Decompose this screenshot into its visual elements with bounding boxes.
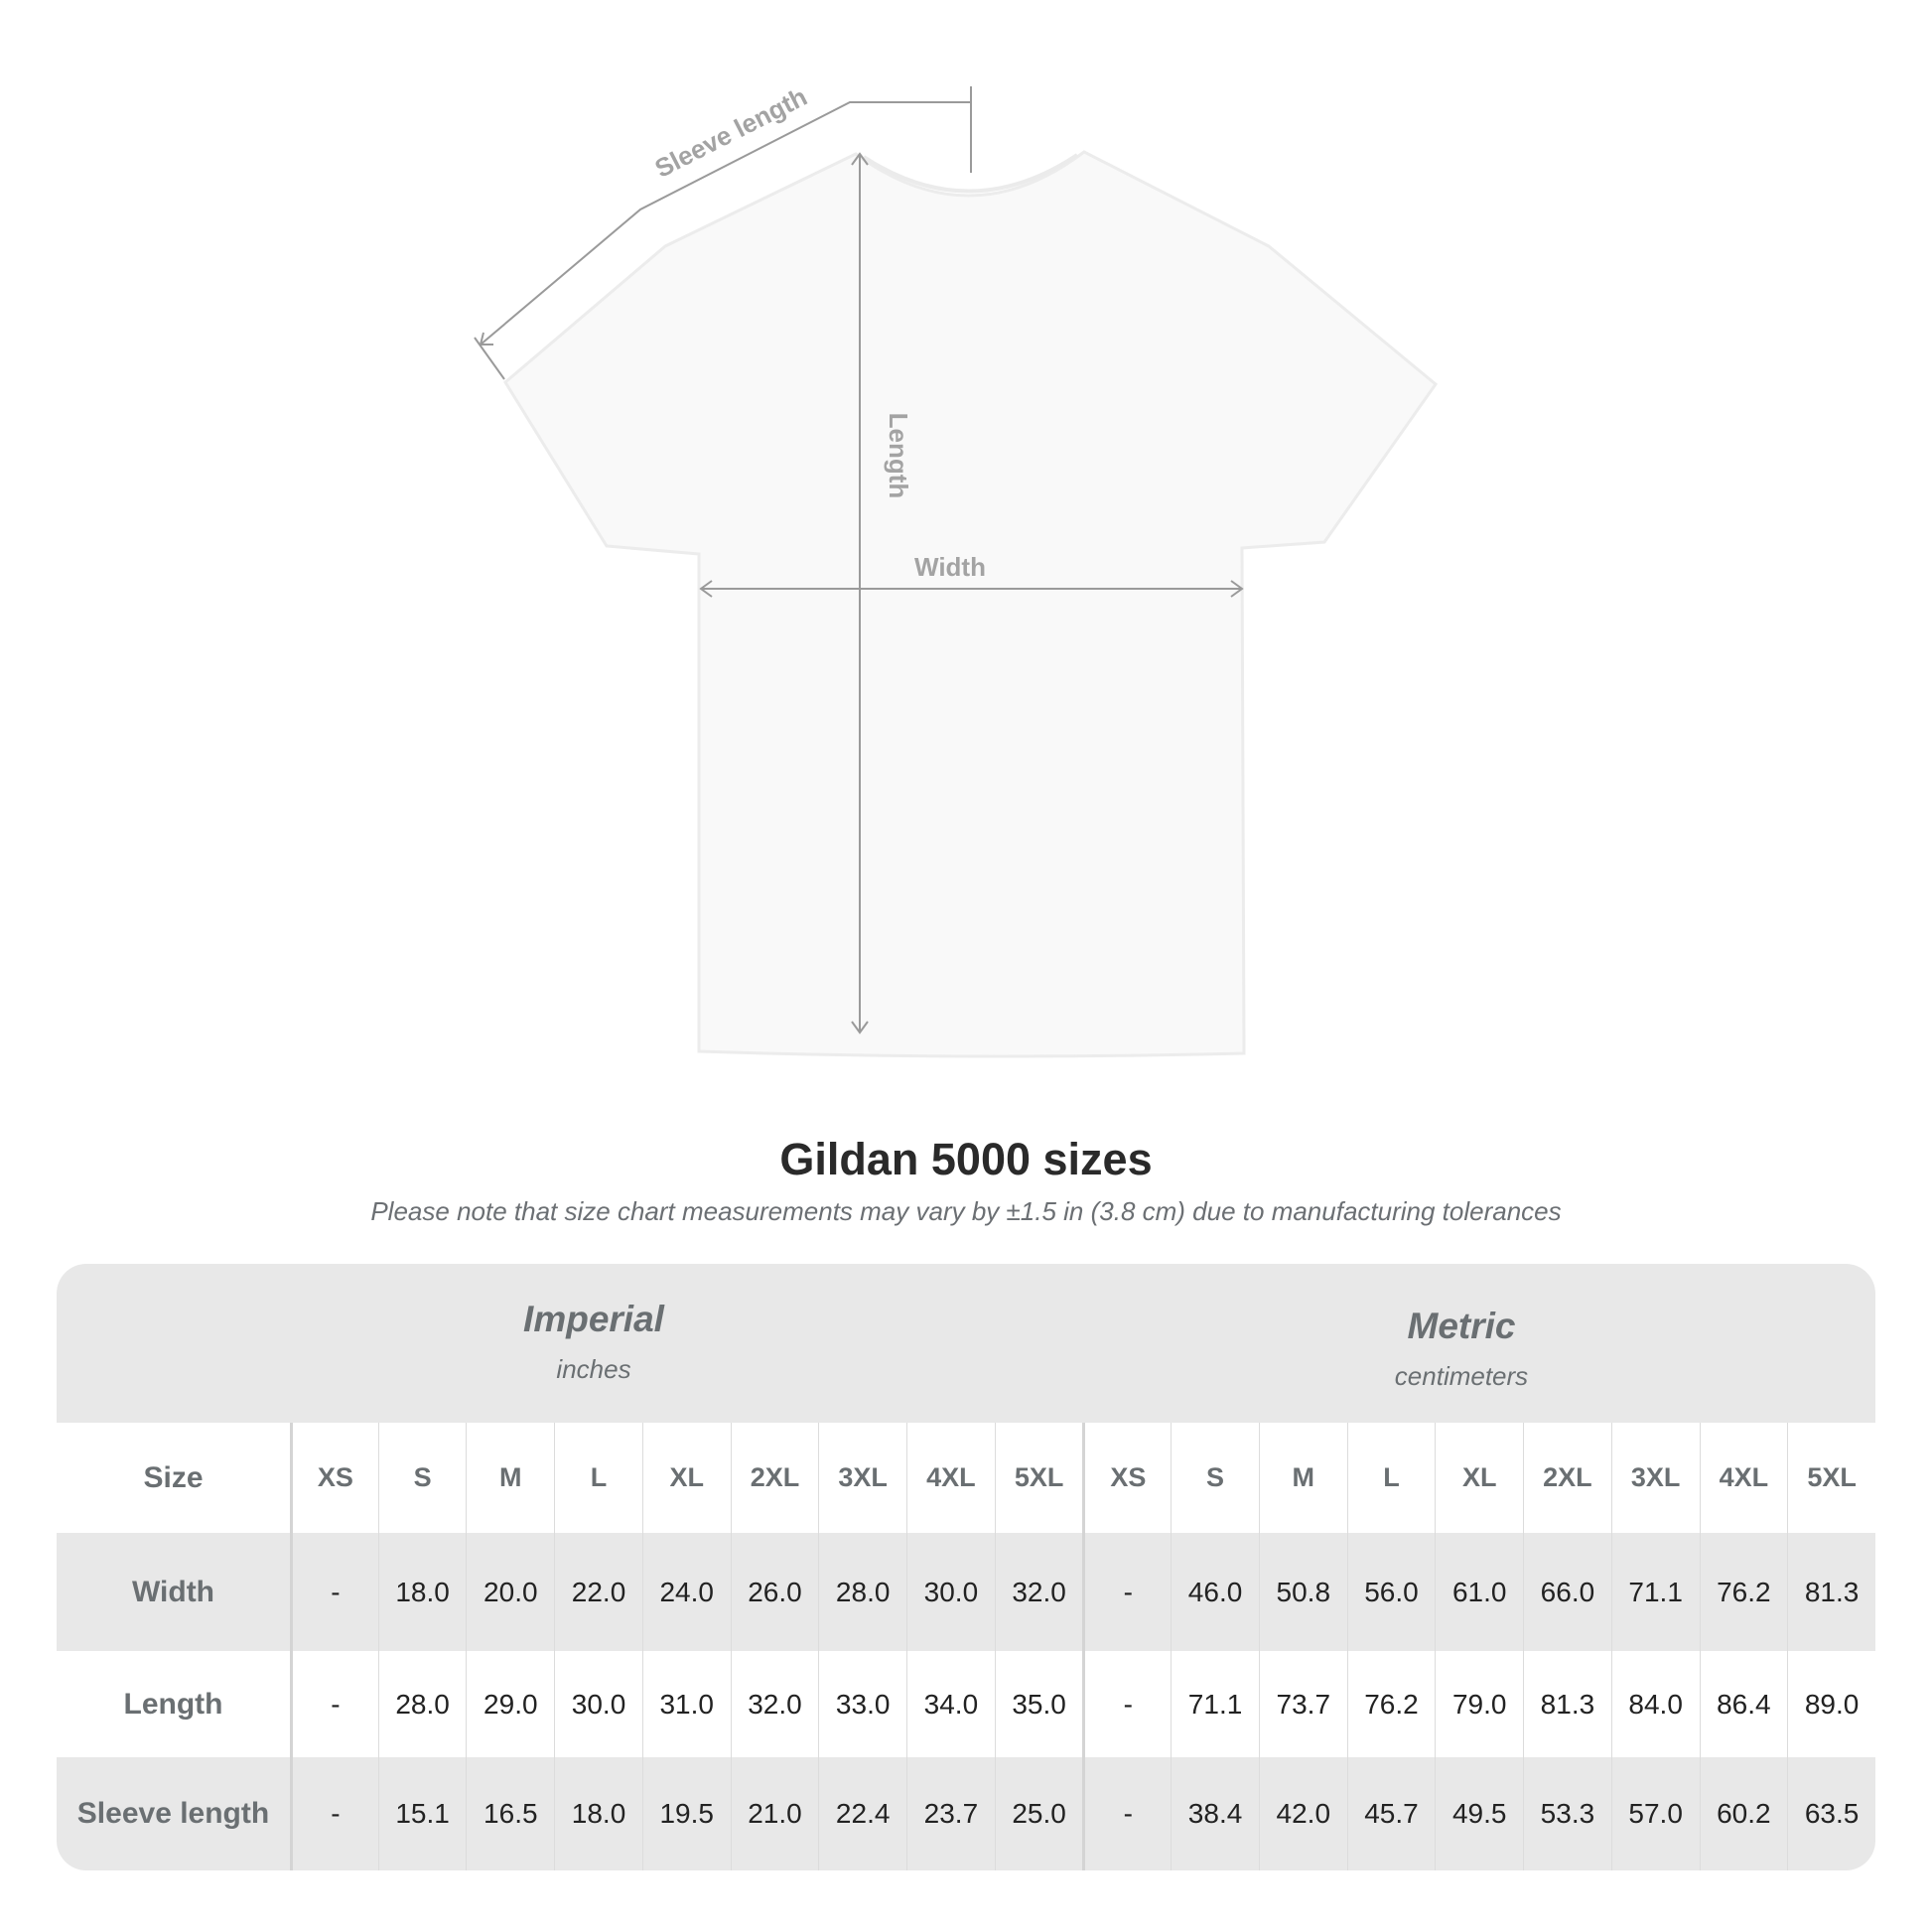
value-cell: - bbox=[290, 1533, 378, 1651]
metric-header: Metric centimeters bbox=[1114, 1306, 1809, 1392]
value-cell: 76.2 bbox=[1346, 1651, 1436, 1757]
value-cell: 84.0 bbox=[1610, 1651, 1700, 1757]
imperial-unit: inches bbox=[556, 1354, 631, 1384]
value-cell: 45.7 bbox=[1346, 1757, 1436, 1870]
value-cell: 50.8 bbox=[1258, 1533, 1347, 1651]
size-header-metric-m: M bbox=[1258, 1423, 1347, 1533]
size-header-metric-5xl: 5XL bbox=[1787, 1423, 1875, 1533]
value-cell: 49.5 bbox=[1435, 1757, 1523, 1870]
sleeve-length-label: Sleeve length bbox=[650, 81, 812, 184]
value-cell: 33.0 bbox=[818, 1651, 906, 1757]
table-row: Width -18.0 20.0 22.0 24.0 26.0 28.0 30.0 32.0-4… bbox=[57, 1533, 1875, 1651]
value-cell: 57.0 bbox=[1610, 1757, 1700, 1870]
size-header-imperial-2xl: 2XL bbox=[730, 1423, 819, 1533]
value-cell: 28.0 bbox=[818, 1533, 906, 1651]
value-cell: 38.4 bbox=[1171, 1757, 1259, 1870]
sleeve-length-line bbox=[480, 101, 971, 345]
value-cell: 73.7 bbox=[1258, 1651, 1347, 1757]
value-cell: 71.1 bbox=[1171, 1651, 1259, 1757]
chart-title: Gildan 5000 sizes bbox=[779, 1134, 1153, 1184]
value-cell: 24.0 bbox=[641, 1533, 731, 1651]
value-cell: 30.0 bbox=[906, 1533, 995, 1651]
size-header-imperial-m: M bbox=[466, 1423, 554, 1533]
value-cell: 42.0 bbox=[1258, 1757, 1347, 1870]
value-cell: 79.0 bbox=[1435, 1651, 1523, 1757]
tshirt-diagram: Sleeve length Length Width bbox=[474, 81, 1439, 1058]
value-cell: 15.1 bbox=[377, 1757, 467, 1870]
metric-title: Metric bbox=[1407, 1306, 1516, 1346]
metric-unit: centimeters bbox=[1394, 1361, 1529, 1391]
value-cell: 53.3 bbox=[1523, 1757, 1611, 1870]
size-header-row: Size XS S M L XL 2XL 3XL 4XL 5XL XS S M L XL 2XL 3XL 4XL… bbox=[57, 1423, 1875, 1533]
size-label: Size bbox=[143, 1460, 204, 1494]
size-header-imperial-xl: XL bbox=[641, 1423, 731, 1533]
value-cell: 34.0 bbox=[906, 1651, 995, 1757]
value-cell: 89.0 bbox=[1787, 1651, 1875, 1757]
value-cell: 61.0 bbox=[1435, 1533, 1523, 1651]
value-cell: 26.0 bbox=[730, 1533, 819, 1651]
value-cell: 23.7 bbox=[906, 1757, 995, 1870]
value-cell: 76.2 bbox=[1699, 1533, 1788, 1651]
value-cell: 60.2 bbox=[1699, 1757, 1788, 1870]
value-cell: 29.0 bbox=[466, 1651, 554, 1757]
value-cell: 46.0 bbox=[1171, 1533, 1259, 1651]
size-header-metric-l: L bbox=[1346, 1423, 1436, 1533]
value-cell: 32.0 bbox=[730, 1651, 819, 1757]
value-cell: 86.4 bbox=[1699, 1651, 1788, 1757]
size-header-metric-2xl: 2XL bbox=[1523, 1423, 1611, 1533]
size-header-imperial-l: L bbox=[554, 1423, 642, 1533]
value-cell: 20.0 bbox=[466, 1533, 554, 1651]
value-cell: - bbox=[1082, 1651, 1171, 1757]
value-cell: 16.5 bbox=[466, 1757, 554, 1870]
size-header-metric-xl: XL bbox=[1435, 1423, 1523, 1533]
value-cell: 31.0 bbox=[641, 1651, 731, 1757]
tolerance-note: Please note that size chart measurements… bbox=[370, 1196, 1562, 1226]
imperial-title: Imperial bbox=[523, 1299, 664, 1339]
value-cell: 21.0 bbox=[730, 1757, 819, 1870]
imperial-header: Imperial inches bbox=[246, 1299, 941, 1385]
value-cell: 35.0 bbox=[994, 1651, 1083, 1757]
row-label: Length bbox=[123, 1687, 223, 1721]
value-cell: 22.0 bbox=[554, 1533, 642, 1651]
size-header-metric-xs: XS bbox=[1082, 1423, 1171, 1533]
length-label: Length bbox=[884, 413, 913, 499]
value-cell: 18.0 bbox=[554, 1757, 642, 1870]
value-cell: 81.3 bbox=[1787, 1533, 1875, 1651]
table-row: Sleeve length -15.1 16.5 18.0 19.5 21.0 22.4 23… bbox=[57, 1757, 1875, 1870]
value-cell: 81.3 bbox=[1523, 1651, 1611, 1757]
value-cell: 22.4 bbox=[818, 1757, 906, 1870]
value-cell: 25.0 bbox=[994, 1757, 1083, 1870]
value-cell: - bbox=[1082, 1533, 1171, 1651]
width-label: Width bbox=[914, 552, 986, 582]
size-table: Imperial inches Metric centimeters Size … bbox=[57, 1264, 1875, 1870]
value-cell: 63.5 bbox=[1787, 1757, 1875, 1870]
table-row: Length -28.0 29.0 30.0 31.0 32.0 33.0 34.0 35.0-… bbox=[57, 1651, 1875, 1757]
value-cell: - bbox=[290, 1757, 378, 1870]
value-cell: 30.0 bbox=[554, 1651, 642, 1757]
row-label: Sleeve length bbox=[76, 1797, 270, 1830]
row-label: Width bbox=[131, 1575, 215, 1608]
value-cell: 56.0 bbox=[1346, 1533, 1436, 1651]
size-header-imperial-3xl: 3XL bbox=[818, 1423, 906, 1533]
value-cell: 66.0 bbox=[1523, 1533, 1611, 1651]
size-header-imperial-xs: XS bbox=[290, 1423, 378, 1533]
value-cell: 19.5 bbox=[641, 1757, 731, 1870]
size-header-metric-4xl: 4XL bbox=[1699, 1423, 1788, 1533]
value-cell: 32.0 bbox=[994, 1533, 1083, 1651]
value-cell: 18.0 bbox=[377, 1533, 467, 1651]
size-header-metric-s: S bbox=[1171, 1423, 1259, 1533]
value-cell: - bbox=[290, 1651, 378, 1757]
value-cell: 28.0 bbox=[377, 1651, 467, 1757]
value-cell: - bbox=[1082, 1757, 1171, 1870]
size-header-imperial-5xl: 5XL bbox=[994, 1423, 1083, 1533]
size-header-metric-3xl: 3XL bbox=[1610, 1423, 1700, 1533]
value-cell: 71.1 bbox=[1610, 1533, 1700, 1651]
size-header-imperial-4xl: 4XL bbox=[906, 1423, 995, 1533]
size-header-imperial-s: S bbox=[377, 1423, 467, 1533]
tshirt-shape bbox=[503, 150, 1439, 1058]
